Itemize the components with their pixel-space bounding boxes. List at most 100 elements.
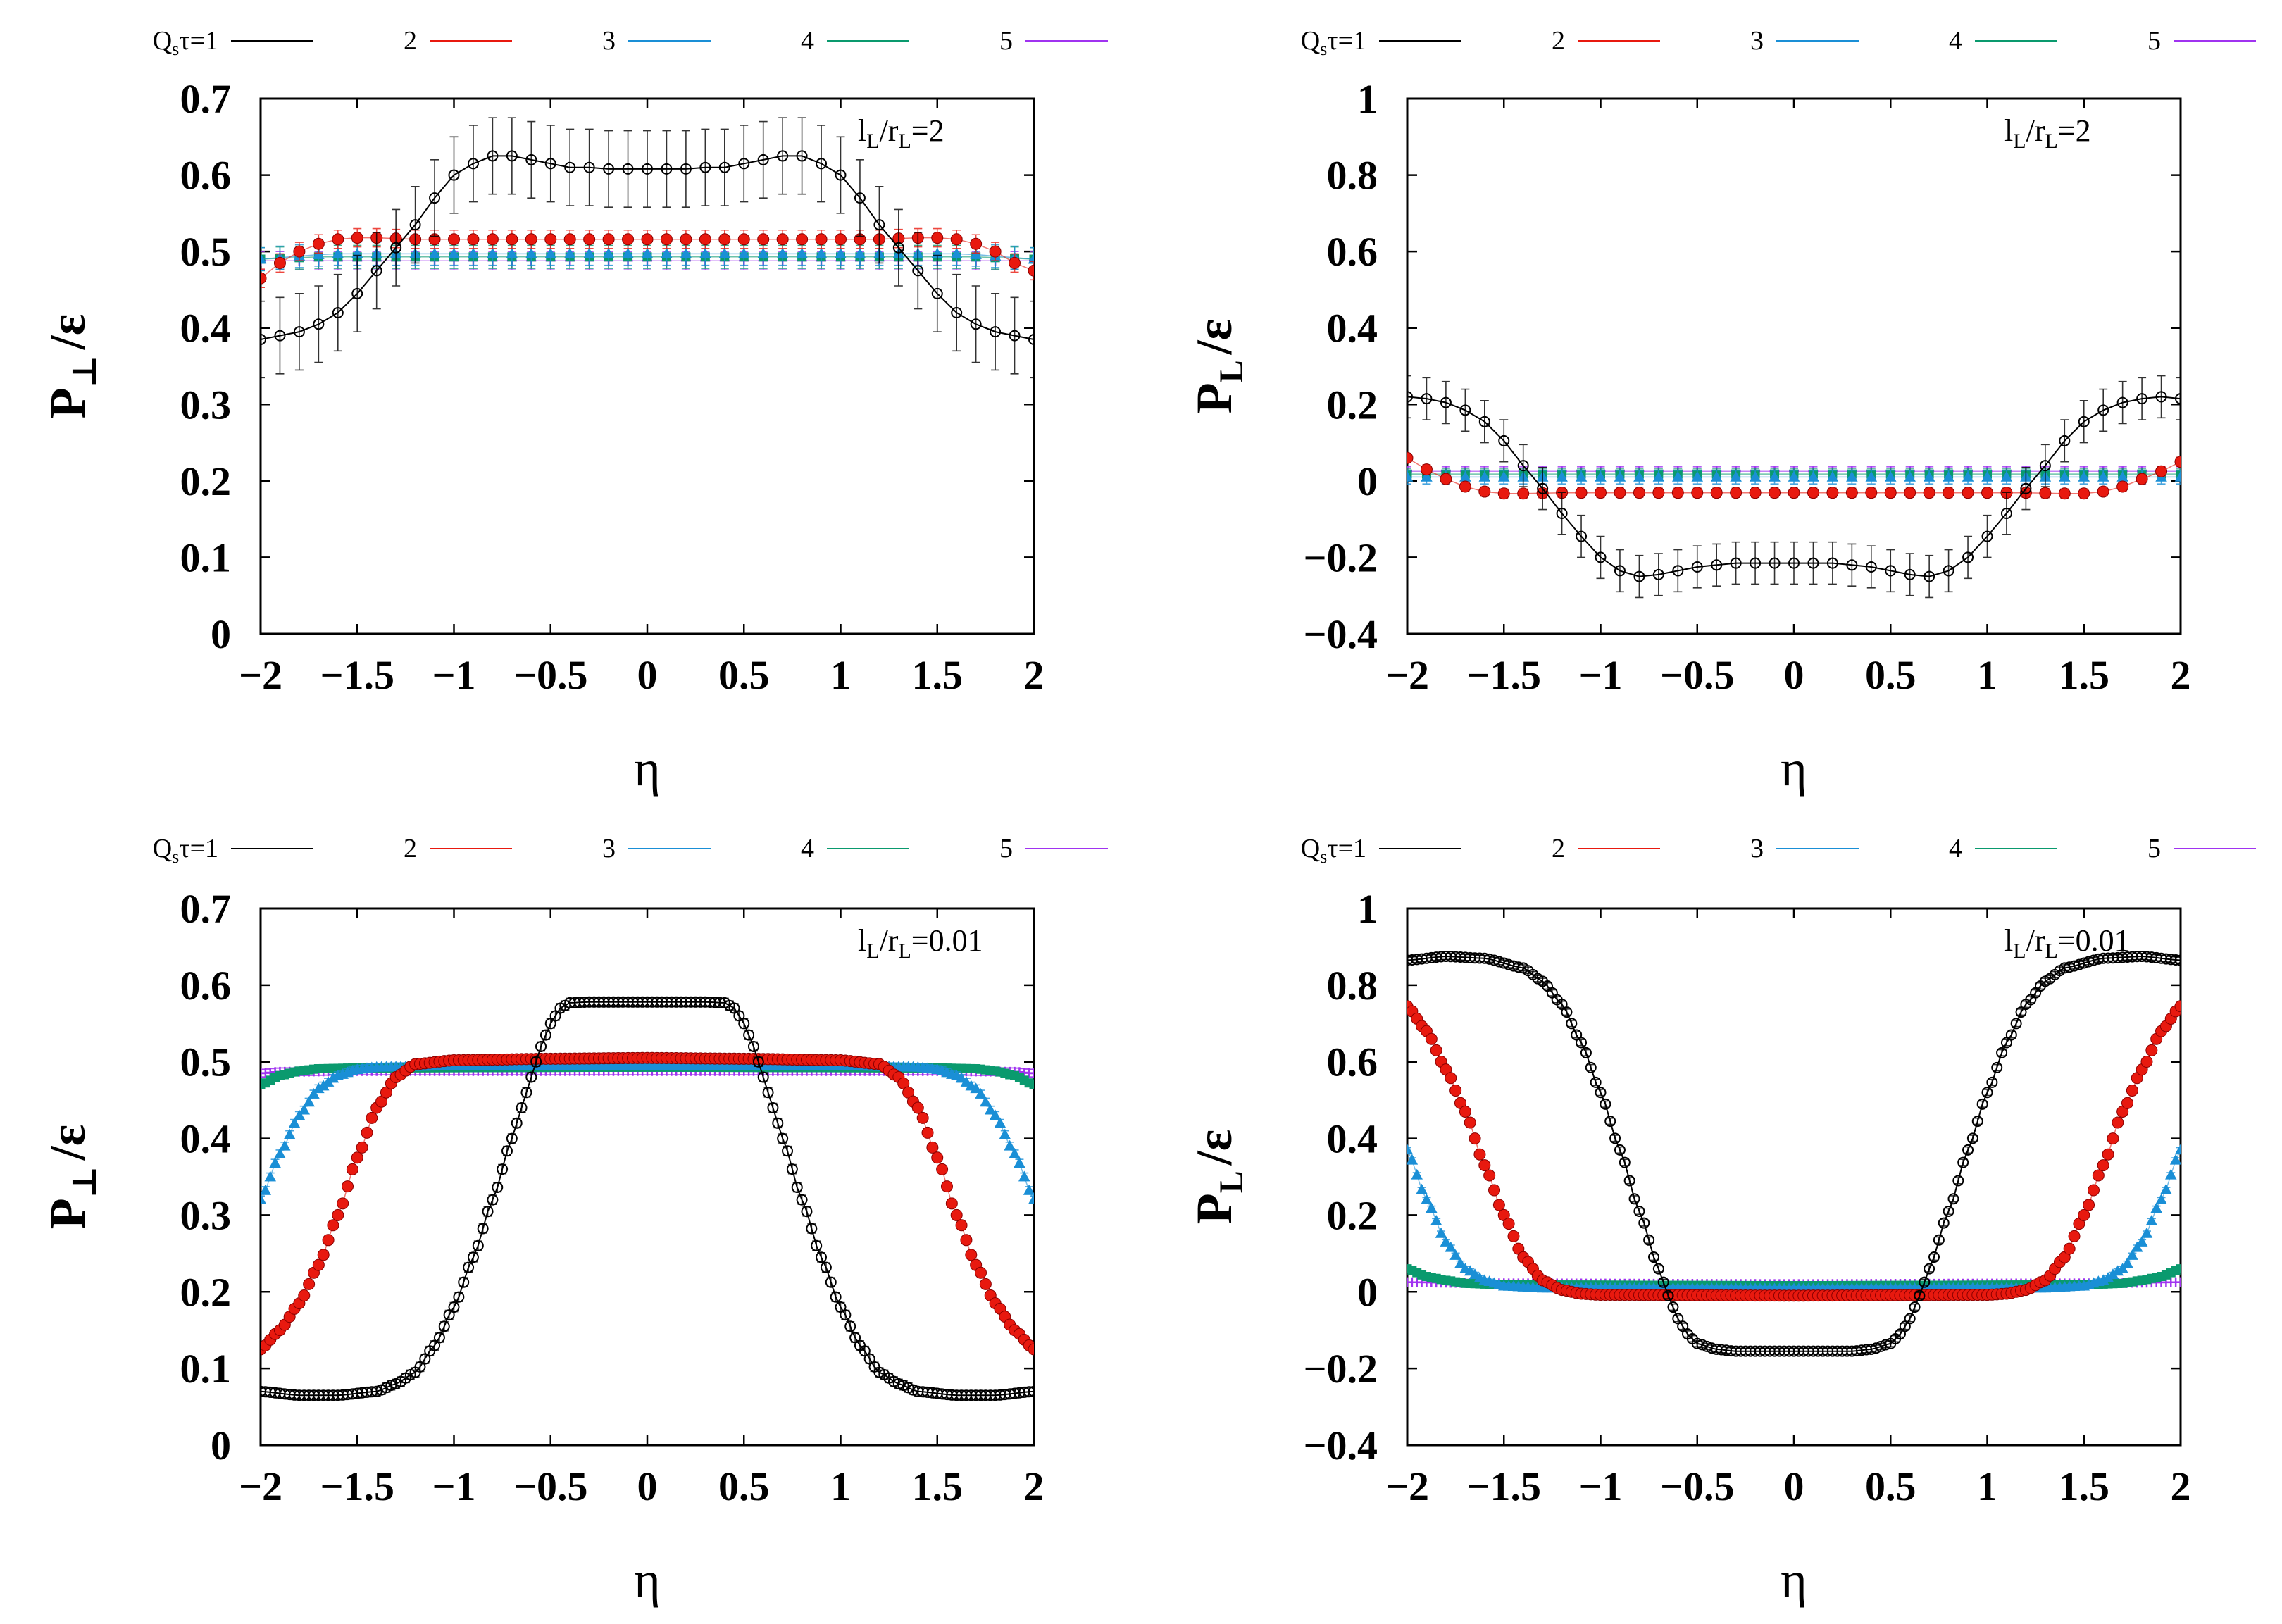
data-point xyxy=(1909,1301,1921,1313)
data-point xyxy=(863,1353,875,1365)
error-bar xyxy=(2002,1039,2011,1047)
x-tick-label: −1 xyxy=(1578,1463,1622,1509)
data-point xyxy=(1981,1087,1993,1099)
data-point xyxy=(718,233,731,246)
legend-label-5: 5 xyxy=(999,834,1013,863)
data-point xyxy=(1943,487,1955,499)
x-tick-label: −0.5 xyxy=(513,652,588,698)
annotation-tail: =2 xyxy=(911,113,944,148)
data-point xyxy=(950,233,963,246)
error-bar xyxy=(1499,419,1509,463)
data-point xyxy=(1672,565,1684,577)
data-point xyxy=(351,287,363,299)
data-point xyxy=(1807,557,1819,569)
data-point xyxy=(1710,470,1723,482)
error-bar xyxy=(1635,1207,1644,1216)
series-2 xyxy=(1407,1000,2181,1302)
error-bar xyxy=(1915,1292,1924,1299)
error-bar xyxy=(1615,549,1624,593)
data-point xyxy=(279,1139,291,1151)
data-point xyxy=(989,245,1002,258)
data-point xyxy=(1928,1251,1940,1263)
error-bar xyxy=(294,293,304,371)
data-point xyxy=(2097,485,2109,498)
legend-label-3: 3 xyxy=(1750,26,1764,56)
data-point xyxy=(916,1111,929,1124)
panel-bottom-left: −2 −1.5 −1 −0.5 0 0.5 1 1.5 2 0 0.1 0.2 0.3 0.4 0.5 0.6… xyxy=(39,834,1108,1608)
y-tick-label: 0.8 xyxy=(1327,153,1378,199)
y-axis-label-sub: ⊥ xyxy=(66,355,104,387)
x-tick-label: 0.5 xyxy=(1865,1463,1916,1509)
data-point xyxy=(1585,1061,1597,1073)
data-point xyxy=(1478,416,1490,427)
error-bar xyxy=(1596,535,1605,580)
y-tick-label: 0.3 xyxy=(180,1192,232,1238)
y-axis-label-main: P xyxy=(39,387,96,418)
data-point xyxy=(2116,1263,2128,1273)
data-point xyxy=(602,247,615,258)
data-point xyxy=(2131,1241,2143,1252)
error-bar xyxy=(1828,541,1837,585)
error-bar xyxy=(1964,1146,1973,1154)
data-point xyxy=(506,1132,518,1144)
error-bar xyxy=(1649,1253,1658,1261)
x-tick-label: 2 xyxy=(1024,652,1045,698)
x-tick-label: −1.5 xyxy=(320,652,394,698)
data-point xyxy=(1924,570,1935,582)
data-point xyxy=(796,247,808,258)
data-point xyxy=(2176,469,2181,479)
data-point xyxy=(1407,1144,1414,1155)
annotation-main: l xyxy=(858,113,866,148)
legend: Qsτ=1 2 3 4 5 xyxy=(153,26,1108,59)
error-bar xyxy=(971,285,980,363)
data-point xyxy=(327,1219,339,1232)
data-point xyxy=(1788,487,1800,499)
data-point xyxy=(293,245,306,258)
data-point xyxy=(936,1163,949,1175)
data-point xyxy=(563,247,576,258)
data-point xyxy=(1730,557,1742,569)
data-point xyxy=(815,247,828,258)
error-bar xyxy=(261,251,265,270)
y-axis-label: P⊥ /ε xyxy=(39,1125,104,1230)
data-point xyxy=(293,1109,306,1120)
error-bar xyxy=(1790,541,1798,585)
y-tick-label: 0.2 xyxy=(1327,382,1378,427)
error-bar xyxy=(933,254,942,332)
data-point xyxy=(1566,1018,1578,1030)
data-point xyxy=(332,1208,344,1221)
error-bar xyxy=(411,186,420,264)
error-bar xyxy=(1422,377,1431,420)
data-point xyxy=(2176,1277,2181,1287)
x-axis-label: η xyxy=(1781,740,1807,797)
data-point xyxy=(854,247,866,258)
error-bar xyxy=(2060,419,2069,463)
error-bar xyxy=(392,208,401,287)
error-bar xyxy=(1586,1063,1595,1072)
data-point xyxy=(2107,1132,2119,1145)
legend-label-2: 2 xyxy=(404,834,417,863)
panel-top-right: −2 −1.5 −1 −0.5 0 0.5 1 1.5 2 −0.4 −0.2 0 0.2 0.4 0.6 0… xyxy=(1186,26,2256,797)
data-point xyxy=(2097,470,2109,482)
data-point xyxy=(1846,470,1858,482)
data-point xyxy=(718,161,730,173)
data-point xyxy=(1407,451,1414,464)
data-point xyxy=(274,330,286,342)
data-point xyxy=(2175,393,2181,405)
error-bar xyxy=(1847,543,1857,587)
legend: Qsτ=1 2 3 4 5 xyxy=(153,834,1108,867)
data-point xyxy=(2078,1208,2090,1221)
data-point xyxy=(1478,470,1491,482)
data-point xyxy=(786,1163,798,1175)
data-point xyxy=(1497,470,1510,482)
data-point xyxy=(1846,559,1858,571)
series-1 xyxy=(1407,951,2181,1357)
data-point xyxy=(825,1276,837,1288)
data-point xyxy=(1633,487,1645,499)
data-point xyxy=(1600,1098,1611,1110)
error-bar xyxy=(1625,1177,1634,1185)
x-tick-label: 0.5 xyxy=(718,652,770,698)
data-point xyxy=(2087,1184,2100,1197)
data-point xyxy=(487,150,499,162)
data-point xyxy=(261,334,266,345)
